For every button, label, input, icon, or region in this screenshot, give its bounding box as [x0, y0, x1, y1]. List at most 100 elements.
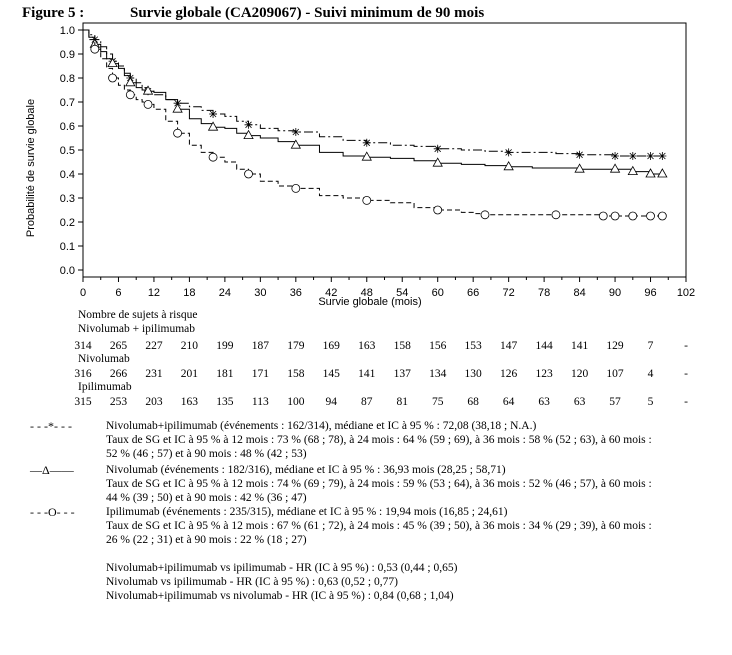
- risk-count: 126: [500, 368, 518, 380]
- risk-count: -: [684, 368, 688, 380]
- risk-count: 187: [251, 340, 269, 352]
- censor-marker-circle: [143, 100, 153, 109]
- x-tick-label: 18: [183, 287, 195, 299]
- censor-marker-circle: [173, 128, 182, 138]
- risk-count: 158: [393, 340, 411, 352]
- censor-marker-triangle: [142, 85, 154, 95]
- x-tick-label: 96: [644, 287, 656, 299]
- risk-count: 203: [145, 396, 163, 408]
- risk-count: 134: [429, 368, 447, 380]
- censor-marker-star: [362, 138, 371, 147]
- censor-marker-circle: [125, 90, 135, 100]
- censor-marker-circle: [610, 211, 620, 221]
- legend-text: Taux de SG et IC à 95 % à 12 mois : 67 %…: [106, 520, 652, 532]
- legend-symbol: —Δ——: [30, 463, 74, 477]
- y-tick-label: 0.4: [60, 169, 75, 181]
- risk-count: 316: [74, 368, 92, 380]
- censor-marker-circle: [108, 73, 117, 83]
- censor-marker-triangle: [207, 121, 219, 131]
- risk-count: 5: [647, 396, 654, 408]
- legend-text: 52 % (46 ; 57) et à 90 mois : 48 % (42 ;…: [106, 448, 307, 460]
- y-axis: 0.0 0.1 0.2 0.3 0.4 0.5 0.6 0.7 0.8 0.9 1.0: [60, 25, 83, 277]
- censor-marker-star: [658, 152, 667, 160]
- risk-count: 153: [464, 340, 482, 352]
- survival-line: [83, 29, 663, 157]
- risk-count: 163: [180, 396, 199, 408]
- y-tick-label: 0.2: [60, 217, 75, 229]
- risk-count: 314: [74, 340, 92, 352]
- censor-marker-circle: [433, 205, 443, 215]
- legend-text: Ipilimumab (événements : 235/315), média…: [106, 506, 508, 518]
- risk-count: 266: [109, 368, 128, 380]
- censor-marker-triangle: [645, 168, 656, 178]
- censor-marker-triangle: [125, 76, 136, 87]
- risk-count: 100: [287, 396, 305, 408]
- censor-marker-star: [433, 144, 442, 153]
- risk-count: 147: [500, 340, 518, 352]
- risk-count: 94: [325, 396, 338, 408]
- figure-title: Survie globale (CA209067) - Suivi minimu…: [130, 5, 485, 21]
- censor-marker-star: [504, 148, 513, 157]
- censor-marker-triangle: [243, 129, 254, 139]
- legend-text: Nivolumab+ipilimumab (événements : 162/3…: [106, 420, 537, 432]
- risk-count: 201: [180, 368, 199, 380]
- risk-count: 113: [251, 396, 269, 408]
- risk-count: 144: [535, 340, 553, 352]
- risk-count: 129: [606, 340, 624, 352]
- censor-marker-triangle: [574, 163, 585, 173]
- risk-count: 181: [216, 368, 234, 380]
- risk-count: 57: [609, 396, 621, 408]
- y-tick-label: 0.5: [60, 145, 75, 157]
- risk-count: 171: [251, 368, 269, 380]
- plot-frame: [82, 22, 687, 278]
- risk-count: 231: [145, 368, 163, 380]
- censor-marker-triangle: [627, 165, 638, 175]
- survival-chart: 0.0 0.1 0.2 0.3 0.4 0.5 0.6 0.7 0.8 0.9 1.0 0 6 12 18…: [25, 22, 695, 308]
- risk-count: 253: [109, 396, 128, 408]
- risk-count: 199: [216, 340, 234, 352]
- risk-count: 130: [464, 368, 482, 380]
- censor-marker-star: [575, 150, 584, 159]
- risk-count: 179: [287, 340, 305, 352]
- x-tick-label: 84: [573, 287, 585, 299]
- censor-marker-triangle: [107, 57, 118, 67]
- censor-marker-triangle: [172, 103, 183, 113]
- risk-count: 63: [573, 396, 586, 408]
- survival-line: [83, 29, 663, 175]
- risk-count: 135: [216, 396, 234, 408]
- risk-count: 145: [322, 368, 340, 380]
- censor-marker-star: [209, 110, 218, 118]
- risk-group-name: Nivolumab: [78, 353, 130, 365]
- risk-count: 141: [570, 340, 589, 352]
- legend-symbol: - - -*- - -: [30, 419, 72, 433]
- censor-marker-circle: [657, 211, 667, 221]
- risk-group-name: Ipilimumab: [78, 381, 132, 393]
- y-tick-label: 0.1: [60, 241, 75, 253]
- risk-count: -: [684, 340, 688, 352]
- risk-count: 63: [538, 396, 550, 408]
- risk-count: 156: [429, 340, 447, 352]
- x-axis: 0 6 12 18 24 30 36 42 48 54 60 66 72 78 84 90 96 102: [80, 277, 695, 299]
- hazard-ratio-line: Nivolumab vs ipilimumab - HR (IC à 95 %)…: [106, 576, 398, 588]
- y-tick-label: 0.8: [60, 73, 75, 85]
- hazard-ratio-line: Nivolumab+ipilimumab vs ipilimumab - HR …: [106, 562, 458, 574]
- legend-text: Taux de SG et IC à 95 % à 12 mois : 74 %…: [106, 478, 652, 490]
- risk-count: 210: [180, 340, 199, 352]
- legend-text: Nivolumab (événements : 182/316), médian…: [106, 464, 506, 476]
- risk-group-name: Nivolumab + ipilimumab: [78, 323, 196, 335]
- x-tick-label: 6: [115, 287, 121, 299]
- risk-table-header: Nombre de sujets à risque: [78, 309, 198, 321]
- risk-count: 123: [535, 368, 553, 380]
- y-tick-label: 0.7: [60, 97, 75, 109]
- survival-line: [83, 29, 663, 217]
- risk-count: 227: [145, 340, 163, 352]
- risk-count: 107: [606, 368, 624, 380]
- legend-text: 44 % (39 ; 50) et à 90 mois : 42 % (36 ;…: [106, 492, 307, 504]
- censor-marker-triangle: [432, 157, 443, 167]
- risk-count: 163: [358, 340, 376, 352]
- censor-marker-star: [646, 152, 655, 160]
- risk-count: 75: [431, 396, 444, 408]
- y-axis-title: Probabilité de survie globale: [25, 99, 37, 237]
- risk-count: 169: [322, 340, 340, 352]
- risk-count: 81: [396, 396, 408, 408]
